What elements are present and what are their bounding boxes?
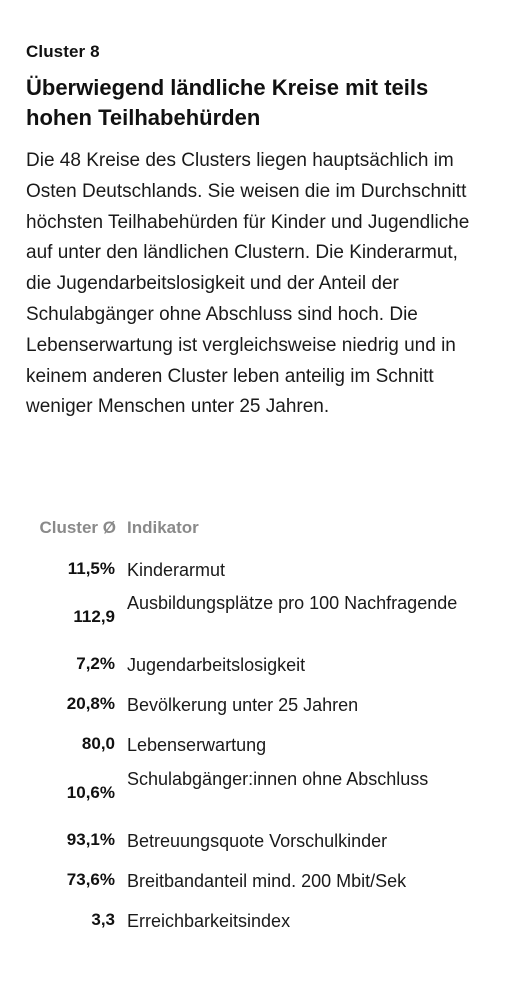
indicator-row: 93,1% Betreuungsquote Vorschulkinder <box>26 828 486 852</box>
indicator-label: Bevölkerung unter 25 Jahren <box>127 695 359 715</box>
indicator-label: Ausbildungsplätze pro 100 Nachfragende <box>127 593 458 613</box>
indicator-value: 11,5% <box>67 559 115 578</box>
indicator-row: 10,6% Schulabgänger:innen ohne Abschluss <box>26 766 486 820</box>
indicator-row: 80,0 Lebenserwartung <box>26 732 486 756</box>
indicator-row: 11,5% Kinderarmut <box>26 557 486 581</box>
cluster-label: Cluster 8 <box>26 42 100 61</box>
indicator-label: Lebenserwartung <box>127 735 267 755</box>
indicator-row: 112,9 Ausbildungsplätze pro 100 Nachfrag… <box>26 590 486 644</box>
indicator-label: Jugendarbeitslosigkeit <box>127 655 306 675</box>
indicator-label: Breitbandanteil mind. 200 Mbit/Sek <box>127 871 407 891</box>
indicator-label: Schulabgänger:innen ohne Abschluss <box>127 769 429 789</box>
indicator-value: 93,1% <box>66 830 115 849</box>
indicator-label: Erreichbarkeitsindex <box>127 911 291 931</box>
indicator-value: 20,8% <box>66 694 115 713</box>
indicator-value: 7,2% <box>76 654 115 673</box>
cluster-headline: Überwiegend ländliche Kreise mit teils h… <box>26 75 429 130</box>
indicator-row: 73,6% Breitbandanteil mind. 200 Mbit/Sek <box>26 868 486 892</box>
indicator-value: 80,0 <box>81 734 115 753</box>
indicator-value: 73,6% <box>66 870 115 889</box>
column-header-indicator: Indikator <box>127 518 199 537</box>
indicator-table-header: Cluster Ø Indikator <box>26 518 486 542</box>
indicator-row: 3,3 Erreichbarkeitsindex <box>26 908 486 932</box>
indicator-row: 7,2% Jugendarbeitslosigkeit <box>26 652 486 676</box>
indicator-value: 3,3 <box>91 910 115 929</box>
indicator-label: Kinderarmut <box>127 560 226 580</box>
indicator-label: Betreuungsquote Vorschulkinder <box>127 831 388 851</box>
indicator-row: 20,8% Bevölkerung unter 25 Jahren <box>26 692 486 716</box>
column-header-cluster-average: Cluster Ø <box>39 518 116 537</box>
indicator-value: 10,6% <box>66 783 115 802</box>
indicator-value: 112,9 <box>73 607 115 626</box>
cluster-description: Die 48 Kreise des Clusters liegen haupts… <box>26 150 470 418</box>
